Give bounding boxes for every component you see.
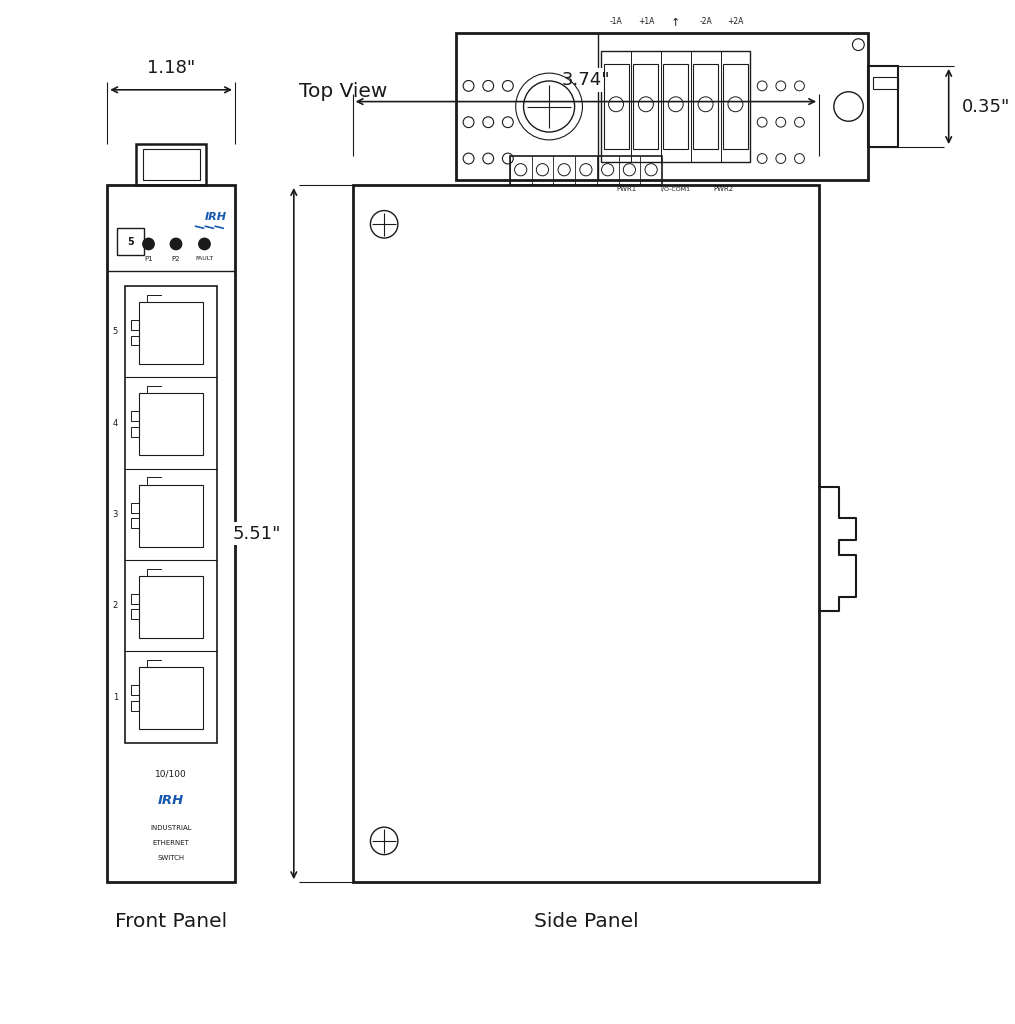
Bar <box>663 63 688 150</box>
Bar <box>136 143 206 185</box>
Bar <box>125 286 217 742</box>
Text: 1: 1 <box>113 692 118 701</box>
Text: +2A: +2A <box>728 17 744 26</box>
Text: IRH: IRH <box>205 212 227 222</box>
Text: SWITCH: SWITCH <box>157 855 185 860</box>
Text: Side Panel: Side Panel <box>534 912 638 931</box>
Bar <box>139 393 203 456</box>
Bar <box>139 302 203 365</box>
Bar <box>693 63 719 150</box>
Text: Top View: Top View <box>298 82 387 101</box>
Text: P2: P2 <box>172 256 181 262</box>
Text: 4: 4 <box>113 419 118 428</box>
Text: INDUSTRIAL: INDUSTRIAL <box>150 825 192 831</box>
Circle shape <box>171 239 182 250</box>
Bar <box>723 63 748 150</box>
Text: 5: 5 <box>127 237 134 247</box>
Bar <box>139 668 203 729</box>
Text: 2: 2 <box>113 601 118 610</box>
Bar <box>139 575 203 638</box>
Bar <box>510 156 662 185</box>
Bar <box>142 148 200 180</box>
Text: 0.35": 0.35" <box>962 97 1010 116</box>
Bar <box>117 228 143 255</box>
Text: IRH: IRH <box>158 795 184 807</box>
Text: ETHERNET: ETHERNET <box>152 840 190 846</box>
Text: 5: 5 <box>113 328 118 336</box>
Text: ↑: ↑ <box>671 18 680 28</box>
Bar <box>353 185 819 882</box>
Text: 3: 3 <box>113 510 118 519</box>
Bar <box>633 63 659 150</box>
Text: 5.51": 5.51" <box>232 524 281 543</box>
Bar <box>604 63 628 150</box>
Bar <box>868 66 897 147</box>
Text: 10/100: 10/100 <box>155 770 187 778</box>
Text: P1: P1 <box>144 256 153 262</box>
Text: -2A: -2A <box>699 17 712 26</box>
Text: Front Panel: Front Panel <box>115 912 227 931</box>
Bar <box>108 185 234 882</box>
Text: PWR2: PWR2 <box>714 186 734 193</box>
Circle shape <box>199 239 210 250</box>
Bar <box>873 77 897 89</box>
Text: I/O-COM1: I/O-COM1 <box>661 186 691 191</box>
Text: PWR1: PWR1 <box>616 186 636 193</box>
Text: 3.74": 3.74" <box>561 71 610 89</box>
Circle shape <box>143 239 154 250</box>
Text: +1A: +1A <box>637 17 654 26</box>
Bar <box>601 50 750 163</box>
Text: FAULT: FAULT <box>195 256 213 261</box>
Text: -1A: -1A <box>610 17 622 26</box>
Text: 1.18": 1.18" <box>147 59 195 77</box>
Bar <box>139 484 203 547</box>
Bar <box>456 33 868 180</box>
